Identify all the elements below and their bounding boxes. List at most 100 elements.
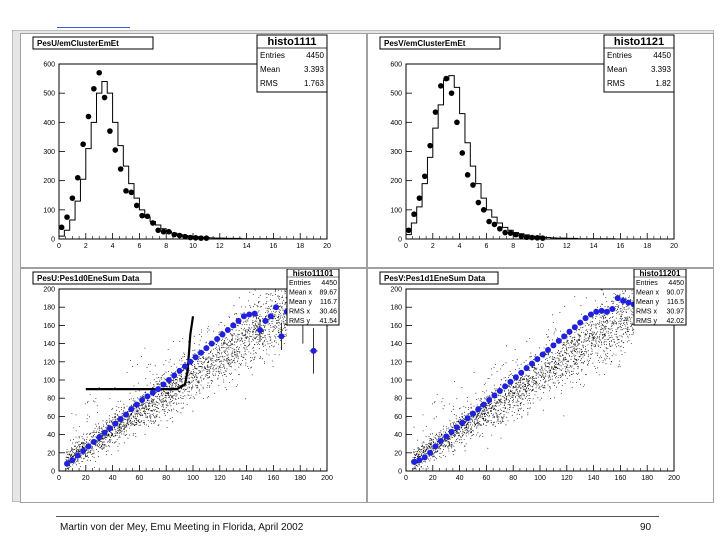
- profile-point: [106, 425, 113, 432]
- y-tick-label: 100: [43, 378, 55, 385]
- stats-label: RMS y: [636, 318, 658, 325]
- profile-point: [117, 416, 124, 423]
- data-point: [518, 233, 525, 239]
- data-point: [166, 228, 172, 235]
- y-tick-label: 300: [43, 149, 55, 156]
- profile-point: [80, 447, 87, 454]
- profile-point: [165, 377, 172, 383]
- footer-credit: Martin von der Mey, Emu Meeting in Flori…: [60, 522, 304, 533]
- stats-name: histo1111: [268, 36, 317, 48]
- profile-point: [614, 295, 621, 302]
- y-tick-label: 140: [390, 341, 402, 348]
- data-point: [117, 166, 124, 172]
- x-tick-label: 20: [670, 243, 678, 250]
- histogram-outline: [58, 81, 327, 240]
- data-point: [64, 214, 70, 220]
- profile-point: [208, 340, 215, 347]
- y-tick-label: 80: [394, 396, 402, 403]
- profile-point: [112, 420, 119, 427]
- profile-point: [278, 333, 285, 340]
- stats-box: [633, 269, 687, 326]
- stats-value: 116.5: [667, 299, 684, 306]
- x-tick-label: 18: [296, 243, 304, 250]
- y-tick-label: 600: [390, 62, 402, 69]
- x-tick-label: 120: [214, 475, 226, 482]
- stats-value: 1.763: [304, 79, 325, 88]
- x-tick-label: 14: [590, 243, 598, 250]
- profile-point: [555, 337, 562, 344]
- profile-point: [604, 308, 610, 315]
- x-tick-label: 12: [216, 243, 224, 250]
- profile-point: [246, 311, 253, 318]
- data-point: [171, 231, 178, 238]
- profile-point: [582, 315, 589, 322]
- data-point: [513, 231, 519, 238]
- x-tick-label: 16: [617, 243, 625, 250]
- profile-point: [310, 347, 317, 354]
- stats-value: 4450: [653, 51, 671, 60]
- x-tick-label: 8: [164, 243, 168, 250]
- scatter-pesv-enesum: PesV:Pes1d1EneSum Data 0 20 40 60 80 100 120 140…: [379, 269, 687, 482]
- profile-point: [192, 354, 199, 361]
- x-tick-label: 80: [162, 475, 170, 482]
- data-point: [198, 235, 204, 241]
- x-tick-label: 8: [511, 243, 515, 250]
- profile-point: [437, 437, 444, 444]
- page-number: 90: [640, 522, 652, 533]
- profile-point: [144, 393, 151, 400]
- data-point: [123, 188, 129, 194]
- profile-point: [262, 317, 269, 324]
- stats-value: 41.54: [319, 318, 337, 325]
- scatter-cloud: [412, 288, 635, 470]
- data-point: [448, 90, 455, 96]
- profile-point: [64, 460, 71, 467]
- stats-value: 3.393: [304, 65, 325, 74]
- y-tick-label: 100: [390, 378, 402, 385]
- x-tick-label: 100: [187, 475, 199, 482]
- data-point: [182, 233, 188, 240]
- profile-point: [598, 307, 605, 314]
- y-tick-label: 160: [43, 323, 55, 330]
- y-tick-label: 20: [47, 450, 55, 457]
- stats-value: 89.67: [319, 290, 337, 297]
- profile-point: [539, 351, 546, 358]
- profile-point: [240, 313, 247, 320]
- chart-title-box: [32, 271, 152, 285]
- profile-point: [187, 358, 194, 365]
- profile-point: [475, 406, 482, 413]
- data-point: [491, 221, 498, 228]
- x-tick-label: 20: [323, 243, 331, 250]
- profile-point: [528, 360, 535, 367]
- stats-value: 4450: [321, 280, 337, 287]
- data-point: [155, 227, 161, 234]
- scatter-cloud: [65, 289, 288, 470]
- data-point: [411, 211, 417, 218]
- profile-point: [214, 336, 221, 343]
- profile-point: [74, 452, 81, 459]
- stats-value: 116.7: [320, 299, 337, 306]
- chart-title: PesV/emClusterEmEt: [384, 39, 466, 48]
- chart-title-box: [32, 36, 154, 50]
- y-tick-label: 200: [390, 287, 402, 294]
- data-point: [187, 234, 194, 241]
- x-tick-label: 4: [458, 243, 462, 250]
- profile-point: [609, 306, 616, 313]
- profile-point: [512, 374, 519, 381]
- x-tick-label: 180: [294, 475, 306, 482]
- y-tick-label: 160: [390, 323, 402, 330]
- profile-point: [101, 429, 108, 436]
- data-point: [427, 142, 433, 149]
- x-tick-label: 0: [404, 475, 408, 482]
- data-point: [523, 234, 530, 241]
- y-tick-label: 20: [394, 450, 402, 457]
- data-point: [539, 235, 546, 241]
- x-tick-label: 80: [509, 475, 517, 482]
- data-point: [432, 109, 439, 115]
- profile-point: [198, 349, 205, 356]
- cut-line: [85, 316, 195, 391]
- stats-label: Mean: [607, 65, 627, 74]
- y-tick-label: 0: [398, 237, 402, 244]
- x-tick-label: 200: [321, 475, 333, 482]
- x-tick-label: 10: [536, 243, 544, 250]
- data-point: [80, 141, 86, 148]
